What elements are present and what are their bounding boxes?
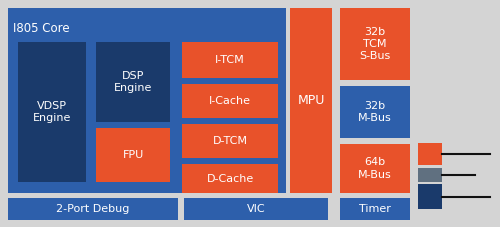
Bar bbox=[340, 144, 410, 193]
Text: VDSP
Engine: VDSP Engine bbox=[33, 101, 71, 123]
Text: I-TCM: I-TCM bbox=[215, 55, 245, 65]
Text: FPU: FPU bbox=[122, 150, 144, 160]
Bar bbox=[340, 8, 410, 80]
Bar bbox=[182, 164, 278, 193]
Bar bbox=[290, 8, 332, 193]
Bar bbox=[418, 168, 442, 182]
Text: 2-Port Debug: 2-Port Debug bbox=[56, 204, 130, 214]
Bar bbox=[96, 42, 170, 122]
Text: 32b
TCM
S-Bus: 32b TCM S-Bus bbox=[360, 27, 390, 61]
Text: MPU: MPU bbox=[298, 94, 324, 107]
Text: 32b
M-Bus: 32b M-Bus bbox=[358, 101, 392, 123]
Text: DSP
Engine: DSP Engine bbox=[114, 71, 152, 93]
Text: D-TCM: D-TCM bbox=[212, 136, 248, 146]
Bar bbox=[182, 124, 278, 158]
Bar bbox=[8, 8, 286, 193]
Text: 64b
M-Bus: 64b M-Bus bbox=[358, 157, 392, 180]
Bar bbox=[418, 184, 442, 209]
Text: VIC: VIC bbox=[246, 204, 266, 214]
Bar bbox=[18, 42, 86, 182]
Text: I-Cache: I-Cache bbox=[209, 96, 251, 106]
Bar bbox=[182, 42, 278, 78]
Bar bbox=[340, 86, 410, 138]
Text: Timer: Timer bbox=[359, 204, 391, 214]
Bar bbox=[184, 198, 328, 220]
Text: D-Cache: D-Cache bbox=[206, 173, 254, 183]
Bar bbox=[96, 128, 170, 182]
Bar bbox=[8, 198, 178, 220]
Text: I805 Core: I805 Core bbox=[13, 22, 70, 35]
Bar bbox=[418, 143, 442, 165]
Bar bbox=[182, 84, 278, 118]
Bar bbox=[340, 198, 410, 220]
